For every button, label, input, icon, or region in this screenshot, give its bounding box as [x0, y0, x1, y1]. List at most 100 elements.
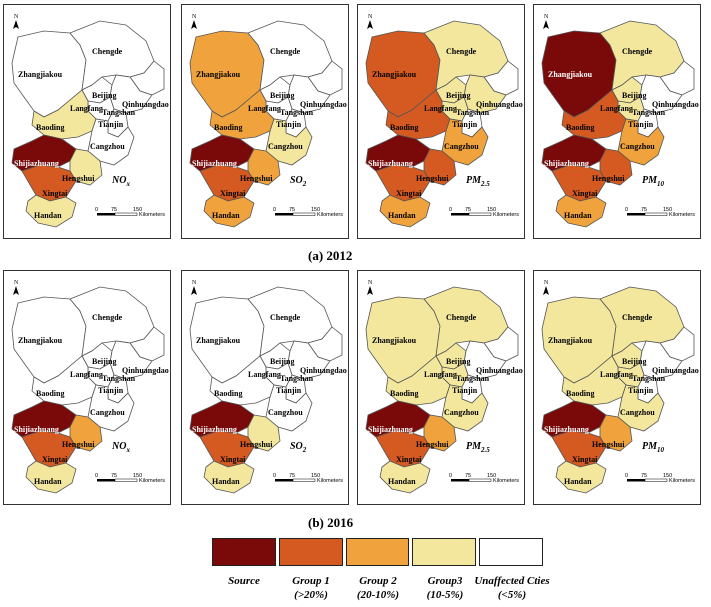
scale-bar-segment: [275, 479, 293, 482]
north-arrow-icon: [367, 286, 373, 295]
scale-tick-label: 150: [487, 207, 496, 213]
label-beijing: Beijing: [446, 357, 470, 366]
pollutant-label: NOx: [111, 175, 130, 188]
label-tianjin: Tianjin: [98, 120, 124, 129]
scale-tick-label: 150: [663, 207, 672, 213]
label-xingtai: Xingtai: [220, 455, 246, 464]
scale-bar-segment: [644, 212, 668, 216]
scale-tick-label: 75: [641, 207, 647, 213]
legend-label-group1: Group 1 (>20%): [271, 574, 351, 602]
north-arrow-icon: [191, 20, 197, 29]
legend-label-line1: Group3: [427, 575, 463, 587]
label-chengde: Chengde: [622, 313, 653, 322]
label-hengshui: Hengshui: [240, 440, 273, 449]
label-hengshui: Hengshui: [416, 174, 449, 183]
legend-label-line1: Group 2: [359, 575, 397, 587]
region-handan: [203, 460, 255, 494]
label-baoding: Baoding: [36, 123, 64, 132]
label-zhangjiakou: Zhangjiakou: [196, 70, 241, 79]
legend-swatch-none: [479, 538, 543, 566]
label-tangshan: Tangshan: [280, 108, 314, 117]
label-tianjin: Tianjin: [276, 386, 302, 395]
scale-tick-label: 0: [95, 473, 98, 479]
label-zhangjiakou: Zhangjiakou: [548, 336, 593, 345]
map-panel-nox-2012: Zhangjiakou Chengde Beijing Langfang Tangsha…: [3, 4, 171, 239]
north-arrow-icon: [543, 286, 549, 295]
label-tianjin: Tianjin: [452, 120, 478, 129]
label-handan: Handan: [212, 477, 240, 486]
label-hengshui: Hengshui: [62, 174, 95, 183]
label-beijing: Beijing: [446, 91, 470, 100]
label-shijiazhuang: Shijiazhuang: [192, 159, 237, 168]
label-handan: Handan: [564, 477, 592, 486]
map-panel-so2-2012: Zhangjiakou Chengde Beijing Langfang Tangsha…: [181, 4, 349, 239]
scale-tick-label: 75: [289, 473, 295, 479]
label-beijing: Beijing: [270, 91, 294, 100]
label-baoding: Baoding: [566, 123, 594, 132]
label-cangzhou: Cangzhou: [620, 408, 655, 417]
pollutant-label: SO2: [290, 441, 307, 454]
label-qinhuangdao: Qinhuangdao: [476, 100, 523, 109]
label-cangzhou: Cangzhou: [268, 142, 303, 151]
label-tianjin: Tianjin: [452, 386, 478, 395]
scale-bar-segment: [292, 478, 316, 482]
label-shijiazhuang: Shijiazhuang: [14, 425, 59, 434]
label-qinhuangdao: Qinhuangdao: [652, 100, 699, 109]
label-chengde: Chengde: [446, 47, 477, 56]
label-tangshan: Tangshan: [102, 108, 136, 117]
label-xingtai: Xingtai: [572, 189, 598, 198]
label-handan: Handan: [388, 477, 416, 486]
legend-label-line1: Unaffected Cties: [474, 575, 550, 587]
label-tianjin: Tianjin: [628, 120, 654, 129]
scale-unit-label: Kilometers: [493, 478, 519, 484]
label-xingtai: Xingtai: [396, 455, 422, 464]
north-label: N: [368, 14, 373, 20]
scale-tick-label: 0: [449, 473, 452, 479]
legend-label-line2: (20-10%): [356, 589, 400, 601]
label-baoding: Baoding: [214, 389, 242, 398]
north-arrow-icon: [367, 20, 373, 29]
caption-2012: (a) 2012: [308, 248, 353, 263]
label-tangshan: Tangshan: [456, 108, 490, 117]
scale-bar-segment: [451, 479, 469, 482]
scale-bar-segment: [114, 212, 138, 216]
pollutant-label: SO2: [290, 175, 307, 188]
label-qinhuangdao: Qinhuangdao: [122, 366, 169, 375]
pollutant-label: NOx: [111, 441, 130, 454]
scale-bar-segment: [97, 479, 115, 482]
label-tangshan: Tangshan: [102, 374, 136, 383]
label-langfang: Langfang: [424, 104, 457, 113]
legend-swatch-source: [212, 538, 276, 566]
label-tangshan: Tangshan: [632, 108, 666, 117]
label-zhangjiakou: Zhangjiakou: [18, 70, 63, 79]
scale-tick-label: 150: [311, 473, 320, 479]
map-panel-pm25-2012: Zhangjiakou Chengde Beijing Langfang Tangsha…: [357, 4, 525, 239]
scale-unit-label: Kilometers: [139, 212, 165, 218]
scale-tick-label: 150: [133, 207, 142, 213]
caption-2016: (b) 2016: [308, 515, 354, 530]
label-xingtai: Xingtai: [42, 455, 68, 464]
legend-label-group2: Group 2 (20-10%): [338, 574, 418, 602]
legend-label-group3: Group3 (10-5%): [405, 574, 485, 602]
label-shijiazhuang: Shijiazhuang: [544, 159, 589, 168]
label-langfang: Langfang: [424, 370, 457, 379]
label-hengshui: Hengshui: [416, 440, 449, 449]
label-baoding: Baoding: [36, 389, 64, 398]
scale-bar-segment: [468, 212, 492, 216]
label-cangzhou: Cangzhou: [90, 142, 125, 151]
region-handan: [555, 194, 607, 228]
scale-bar-segment: [644, 478, 668, 482]
pollutant-label: PM2.5: [466, 441, 490, 454]
legend-label-line1: Source: [228, 575, 260, 587]
label-handan: Handan: [388, 211, 416, 220]
scale-tick-label: 150: [487, 473, 496, 479]
legend: [212, 538, 546, 568]
label-qinhuangdao: Qinhuangdao: [122, 100, 169, 109]
label-baoding: Baoding: [566, 389, 594, 398]
label-shijiazhuang: Shijiazhuang: [14, 159, 59, 168]
legend-label-line1: Group 1: [292, 575, 330, 587]
legend-swatch-group2: [345, 538, 410, 566]
label-langfang: Langfang: [600, 104, 633, 113]
label-hengshui: Hengshui: [592, 440, 625, 449]
label-tangshan: Tangshan: [456, 374, 490, 383]
